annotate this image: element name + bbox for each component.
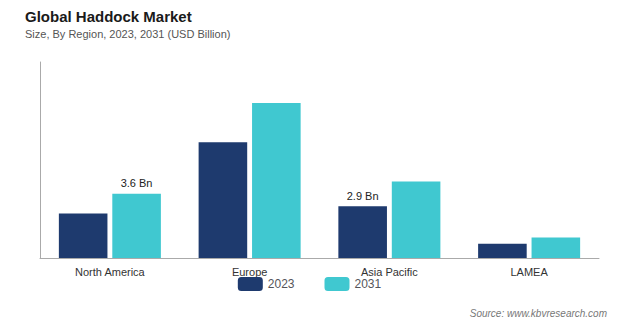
svg-text:Europe: Europe xyxy=(232,266,267,278)
svg-text:2.9 Bn: 2.9 Bn xyxy=(347,190,379,202)
svg-text:LAMEA: LAMEA xyxy=(510,266,548,278)
svg-text:2031: 2031 xyxy=(355,277,382,291)
svg-text:Size, By Region, 2023, 2031 (U: Size, By Region, 2023, 2031 (USD Billion… xyxy=(25,28,230,40)
svg-text:2023: 2023 xyxy=(268,277,295,291)
svg-text:North America: North America xyxy=(75,266,146,278)
svg-text:Global Haddock Market: Global Haddock Market xyxy=(25,8,192,25)
svg-text:Source: www.kbvresearch.com: Source: www.kbvresearch.com xyxy=(470,308,607,319)
svg-text:Asia Pacific: Asia Pacific xyxy=(361,266,418,278)
svg-text:3.6 Bn: 3.6 Bn xyxy=(121,177,153,189)
